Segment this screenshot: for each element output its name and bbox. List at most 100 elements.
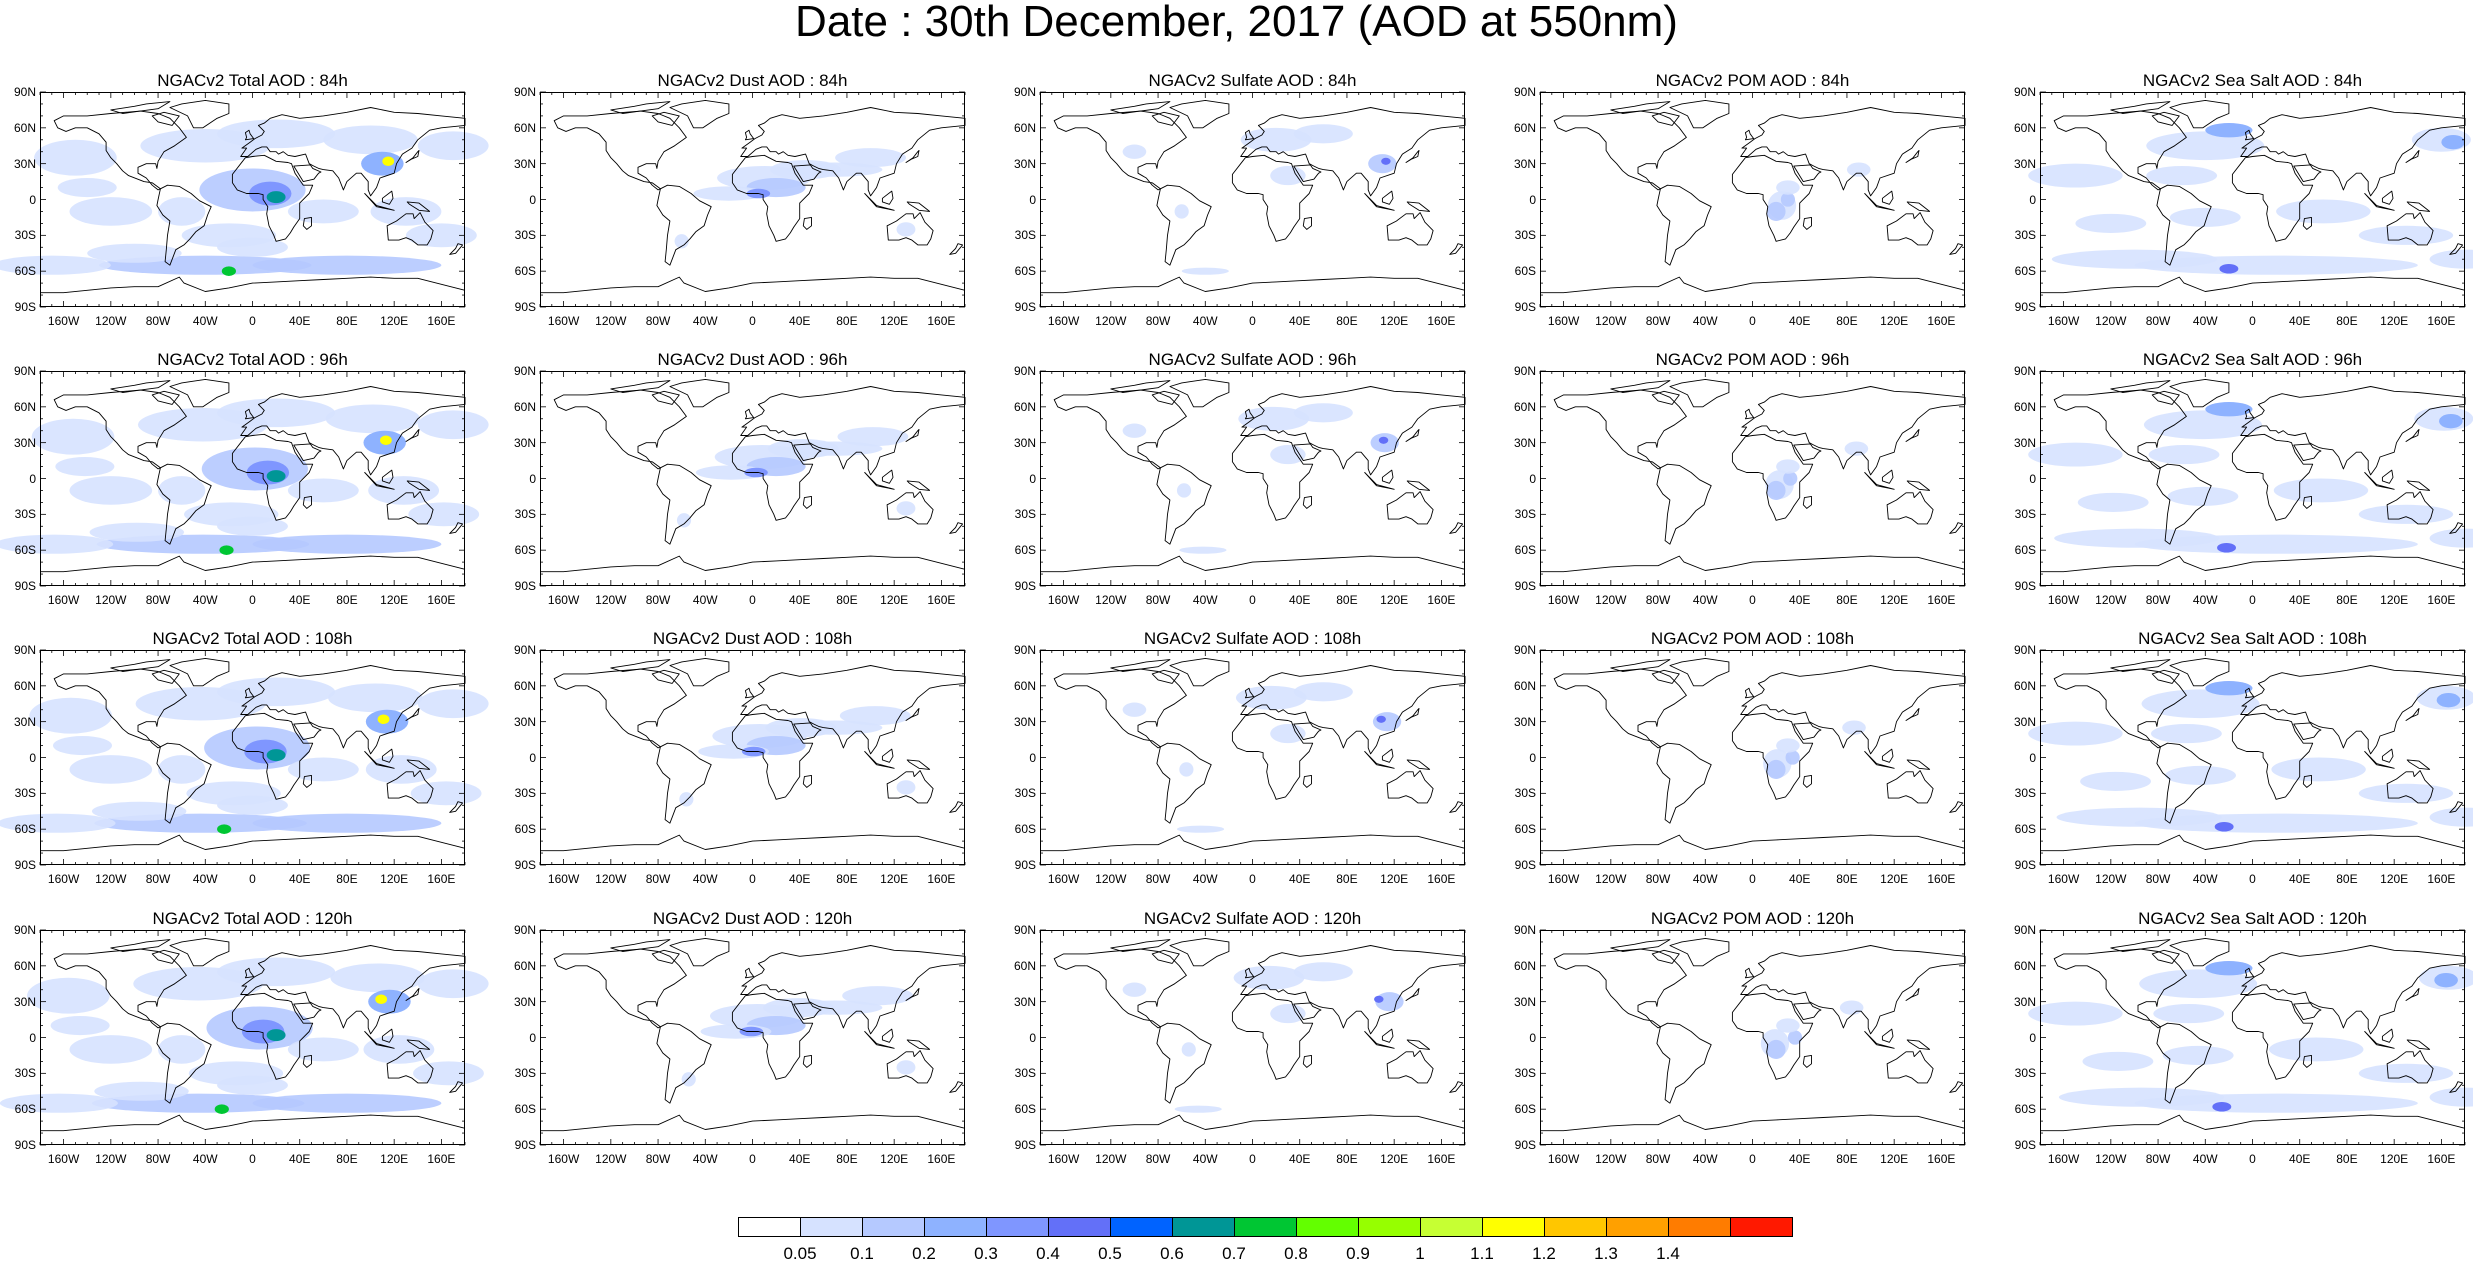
coastline [110,101,171,114]
aod-patch [0,534,114,554]
aod-patch [842,986,914,1006]
colorbar-label: 0.05 [783,1244,817,1263]
coastline [1740,665,1966,755]
lat-tick-label: 90N [513,643,536,657]
lon-tick-label: 120W [95,1152,127,1166]
aod-patch [2358,504,2454,524]
panel-title: NGACv2 Sea Salt AOD : 96h [2142,350,2363,369]
lat-tick-label: 0 [29,471,36,486]
aod-patch [323,125,418,155]
lat-tick-label: 60N [13,120,36,135]
lat-tick-label: 60N [513,958,536,973]
aod-patch [52,736,113,756]
colorbar-swatch [1730,1217,1793,1237]
lon-tick-label: 40E [789,314,811,328]
lat-tick-label: 60N [1013,958,1036,973]
coastline [1151,669,1180,684]
lat-tick-label: 90S [1514,300,1536,314]
coastline [1881,190,1894,205]
lon-tick-label: 120W [2095,314,2127,328]
coastline [1244,687,1255,699]
colorbar-label: 0.5 [1098,1244,1122,1263]
coastline [405,150,420,163]
lat-tick-label: 0 [1029,750,1036,765]
lat-tick-label: 30S [2014,507,2036,522]
coastline [1364,472,1395,490]
aod-patch [1293,682,1353,702]
coastline [1293,1002,1322,1021]
coastline [405,429,420,442]
lat-tick-label: 60S [1514,543,1536,558]
aod-patch [377,714,390,725]
aod-patch [2028,442,2123,467]
lon-tick-label: 160W [47,872,80,886]
lon-tick-label: 40W [1692,314,1718,328]
lat-tick-label: 90N [2013,364,2036,378]
lon-tick-label: 40E [289,1152,311,1166]
coastline [2386,1050,2434,1084]
world-map [0,91,489,308]
aod-patch [2146,166,2218,186]
lon-tick-label: 0 [1749,872,1756,886]
coastline [386,770,434,804]
lon-tick-label: 160E [2427,1152,2456,1166]
lon-tick-label: 160W [1547,872,1580,886]
map-panel: NGACv2 Total AOD : 96h 90N 60N 30N 0 30S 60S 90… [0,349,540,627]
lon-tick-label: 40E [289,593,311,607]
lon-tick-label: 40E [2289,593,2311,607]
lon-tick-label: 120E [2380,314,2409,328]
lon-tick-label: 80E [2336,872,2358,886]
lat-tick-label: 30S [1014,786,1036,801]
lat-tick-label: 90N [13,923,36,937]
coastline [2302,216,2312,230]
coastline [2381,190,2394,205]
lon-tick-label: 40E [1289,593,1311,607]
coastline [1040,276,1466,294]
lat-tick-label: 90S [2014,1138,2036,1152]
lon-tick-label: 160W [1547,593,1580,607]
coastline [905,988,920,1001]
coastline [1886,1050,1934,1084]
aod-patch [1270,166,1306,186]
coastline [1864,751,1895,769]
panel-title: NGACv2 POM AOD : 120h [1650,909,1855,928]
world-map [1539,649,1966,866]
coastline [1151,390,1180,405]
lat-tick-label: 90S [1514,858,1536,872]
aod-patch [2028,721,2123,746]
aod-patch [158,755,206,784]
aod-patch [2205,961,2253,976]
coastline [1405,708,1420,721]
lat-tick-label: 90N [1013,85,1036,99]
coastline [386,491,434,525]
lon-tick-label: 80E [2336,314,2358,328]
lat-tick-label: 0 [29,192,36,207]
coastline [1905,988,1920,1001]
lat-tick-label: 30S [14,228,36,243]
colorbar-swatch [1296,1217,1359,1237]
coastline [1302,216,1312,230]
coastline [1364,1031,1395,1049]
aod-patch [31,418,115,455]
coastline [949,522,964,534]
coastline [2386,491,2434,525]
map-panel: NGACv2 Total AOD : 108h 90N 60N 30N 0 30S 60S 9… [0,628,540,906]
lat-tick-label: 90S [514,300,536,314]
coastline [169,937,230,967]
coastline [1731,433,1814,521]
aod-patch [158,476,206,505]
lon-tick-label: 160E [1427,314,1456,328]
lon-tick-label: 160W [47,1152,80,1166]
lat-tick-label: 60S [2014,1102,2036,1117]
lat-tick-label: 30N [513,714,536,729]
coastline [1040,1114,1466,1132]
coastline [53,389,187,470]
aod-patch [2271,757,2366,782]
lon-tick-label: 40E [789,1152,811,1166]
lon-tick-label: 0 [2249,314,2256,328]
lat-tick-label: 30N [1513,994,1536,1009]
coastline [651,949,680,964]
lon-tick-label: 80W [645,872,671,886]
lat-tick-label: 60N [513,120,536,135]
world-map [0,370,489,587]
